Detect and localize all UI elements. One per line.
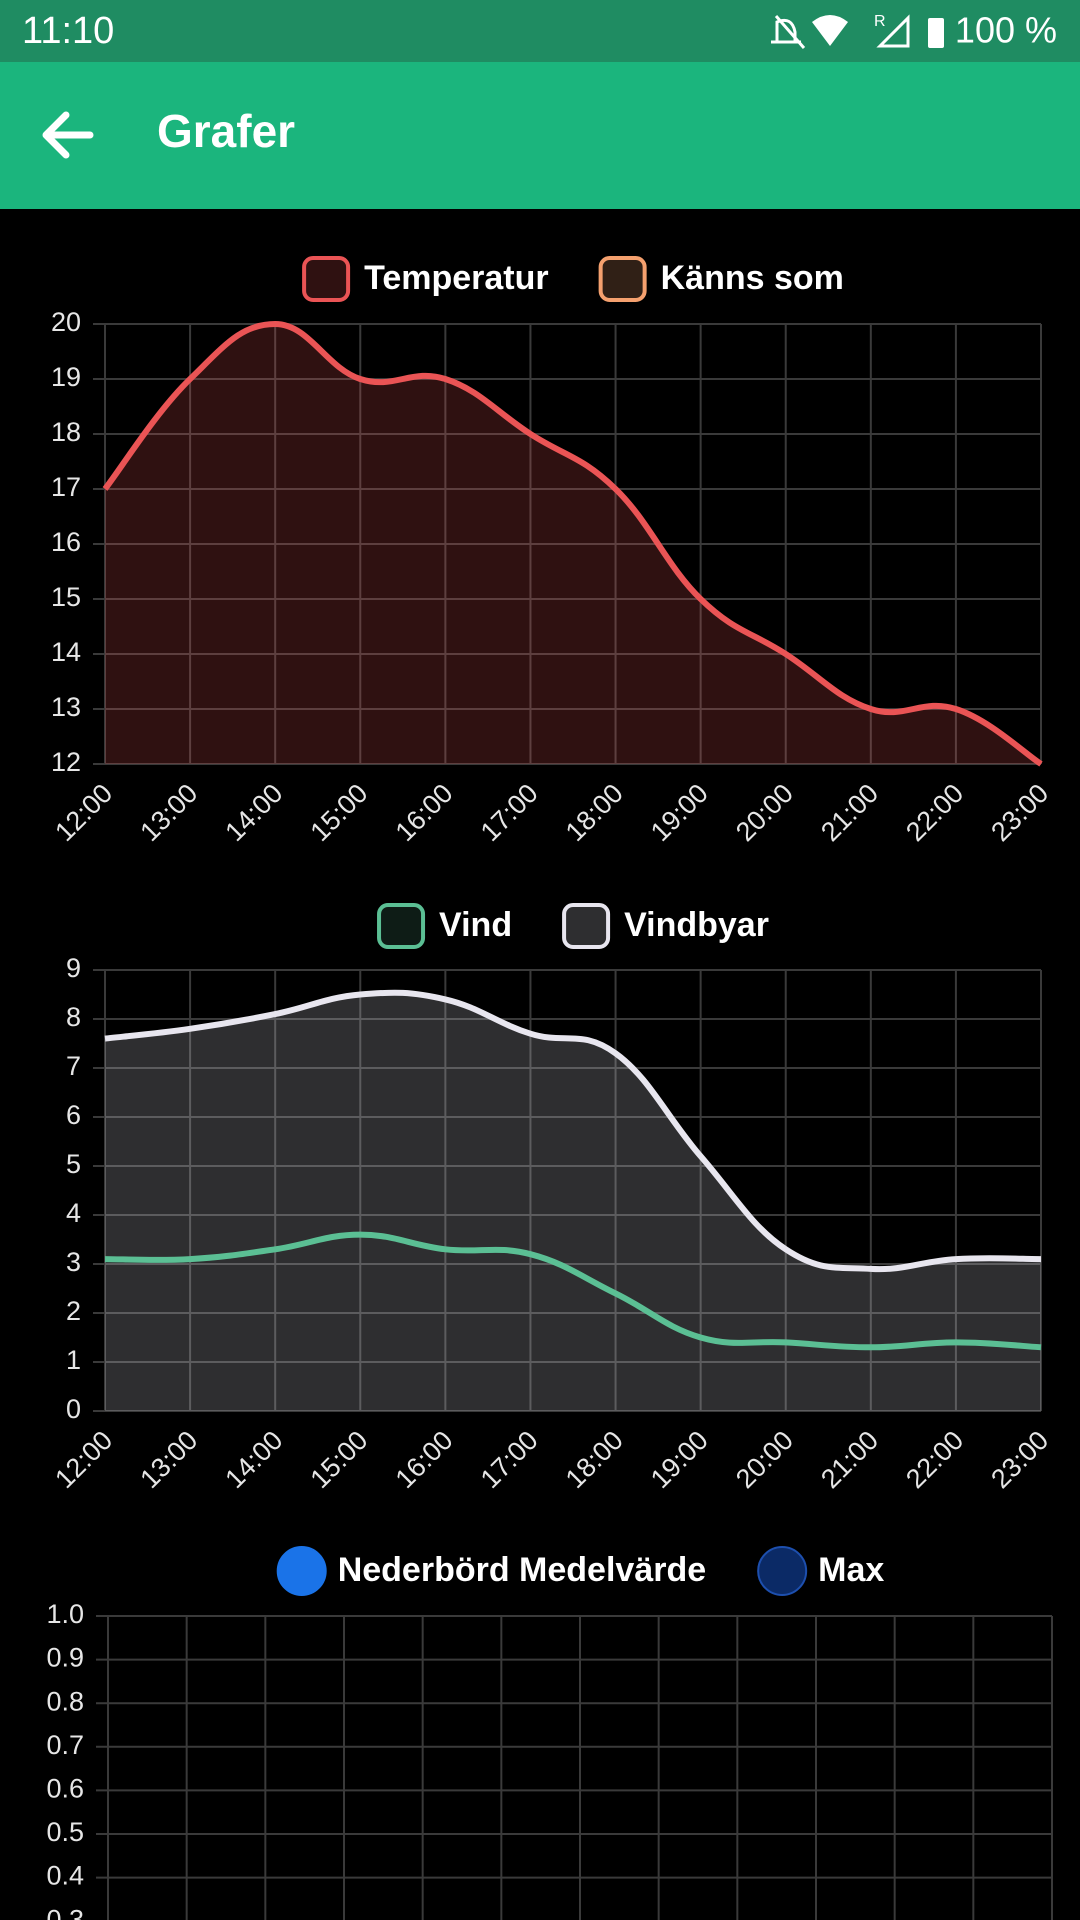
chart: 0 1 2 3 4 5 6 7 8 9 12:00 13:00 14:00 15:00 16:00 17:00…: [49, 903, 1054, 1494]
y-tick-label: 1.0: [46, 1599, 84, 1629]
signal-icon: [876, 14, 910, 48]
y-tick-label: 16: [51, 527, 81, 557]
legend-label: Känns som: [661, 259, 844, 297]
y-tick-label: 7: [66, 1051, 81, 1081]
legend: Vind Vindbyar: [377, 903, 769, 949]
series-line: [104, 1231, 1042, 1351]
legend-item: Max: [757, 1546, 884, 1596]
y-tick-label: 4: [66, 1198, 81, 1228]
x-tick-label: 23:00: [985, 778, 1054, 847]
series-line: [102, 321, 1043, 767]
legend-swatch: [377, 903, 426, 949]
y-tick-label: 0.4: [46, 1861, 84, 1891]
legend-swatch: [276, 1546, 327, 1596]
status-battery: 100 %: [955, 10, 1057, 51]
chart: 0.00.10.20.30.40.50.60.70.80.91.0Nederbö…: [46, 1546, 1053, 1920]
x-tick-label: 19:00: [645, 1425, 714, 1494]
legend-swatch: [757, 1546, 808, 1596]
chart: 12 13 14 15 16 17 18 19 20 12:00 13:00 14:00 15:00 16…: [49, 256, 1054, 847]
wifi-icon: [812, 15, 848, 46]
x-tick-label: 20:00: [730, 1425, 799, 1494]
y-tick-label: 0.8: [46, 1686, 84, 1716]
x-tick-label: 13:00: [134, 1425, 203, 1494]
legend-item: Känns som: [598, 256, 844, 302]
y-tick-label: 1: [66, 1345, 81, 1375]
x-tick-label: 12:00: [49, 1425, 118, 1494]
y-tick-label: 20: [51, 307, 81, 337]
battery-icon: [928, 18, 944, 48]
x-tick-label: 19:00: [645, 778, 714, 847]
x-tick-label: 22:00: [900, 778, 969, 847]
x-tick-label: 14:00: [219, 1425, 288, 1494]
x-tick-label: 16:00: [390, 1425, 459, 1494]
legend-label: Nederbörd Medelvärde: [338, 1551, 706, 1589]
legend-label: Vindbyar: [624, 906, 769, 944]
x-tick-label: 15:00: [305, 1425, 374, 1494]
status-time: 11:10: [22, 10, 114, 52]
x-tick-label: 12:00: [49, 778, 118, 847]
legend-label: Max: [818, 1551, 884, 1589]
legend-item: Vind: [377, 903, 512, 949]
legend-item: Vindbyar: [562, 903, 769, 949]
legend-label: Temperatur: [364, 259, 549, 297]
legend: Nederbörd Medelvärde Max: [276, 1546, 884, 1596]
y-tick-label: 3: [66, 1247, 81, 1277]
series-line: [104, 989, 1042, 1273]
back-button[interactable]: [42, 111, 94, 159]
y-tick-label: 15: [51, 582, 81, 612]
x-tick-label: 20:00: [730, 778, 799, 847]
bell-slash: [774, 15, 806, 49]
x-tick-label: 13:00: [134, 778, 203, 847]
x-tick-label: 21:00: [815, 778, 884, 847]
bell-off-icon: [771, 18, 801, 44]
y-tick-label: 2: [66, 1296, 81, 1326]
x-tick-label: 18:00: [560, 778, 629, 847]
x-tick-label: 15:00: [305, 778, 374, 847]
legend: Temperatur Känns som: [302, 256, 844, 302]
y-tick-label: 17: [51, 472, 81, 502]
y-tick-label: 0.9: [46, 1643, 84, 1673]
y-tick-label: 18: [51, 417, 81, 447]
x-tick-label: 18:00: [560, 1425, 629, 1494]
series-area: [105, 992, 1041, 1411]
app-bar: [0, 62, 1080, 209]
y-tick-label: 13: [51, 692, 81, 722]
legend-label: Vind: [439, 906, 512, 944]
x-tick-label: 17:00: [475, 778, 544, 847]
legend-item: Nederbörd Medelvärde: [276, 1546, 706, 1596]
y-tick-label: 5: [66, 1149, 81, 1179]
y-tick-label: 8: [66, 1002, 81, 1032]
y-tick-label: 0.6: [46, 1774, 84, 1804]
roaming-label: R: [874, 13, 886, 30]
x-tick-label: 16:00: [390, 778, 459, 847]
y-tick-label: 14: [51, 637, 81, 667]
legend-swatch: [302, 256, 351, 302]
x-tick-label: 23:00: [985, 1425, 1054, 1494]
y-tick-label: 12: [51, 747, 81, 777]
x-tick-label: 22:00: [900, 1425, 969, 1494]
status-bar: [0, 0, 1080, 62]
x-tick-label: 21:00: [815, 1425, 884, 1494]
legend-swatch: [598, 256, 647, 302]
y-tick-label: 0.3: [46, 1904, 84, 1920]
app-title: Grafer: [157, 105, 295, 157]
y-tick-label: 0.7: [46, 1730, 84, 1760]
x-tick-label: 14:00: [219, 778, 288, 847]
y-tick-label: 9: [66, 953, 81, 983]
y-tick-label: 19: [51, 362, 81, 392]
status-icons: R: [771, 13, 944, 49]
x-tick-label: 17:00: [475, 1425, 544, 1494]
legend-item: Temperatur: [302, 256, 549, 302]
y-tick-label: 6: [66, 1100, 81, 1130]
y-tick-label: 0: [66, 1394, 81, 1424]
y-tick-label: 0.5: [46, 1817, 84, 1847]
legend-swatch: [562, 903, 611, 949]
series-area: [105, 324, 1041, 764]
